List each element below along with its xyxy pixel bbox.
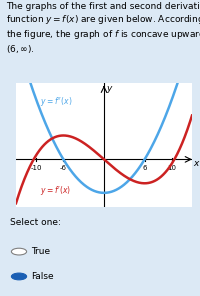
Text: $y$: $y$: [106, 84, 114, 95]
Text: $y = f'(x)$: $y = f'(x)$: [40, 184, 71, 197]
Text: $y = f''(x)$: $y = f''(x)$: [40, 95, 72, 108]
Text: 6: 6: [142, 165, 147, 171]
Text: -6: -6: [60, 165, 67, 171]
Text: Select one:: Select one:: [10, 218, 61, 227]
Text: False: False: [31, 272, 54, 281]
Text: The graphs of the first and second derivatives of a
function $y = f(x)$ are give: The graphs of the first and second deriv…: [6, 2, 200, 55]
Circle shape: [11, 248, 27, 255]
Text: 10: 10: [167, 165, 176, 171]
Circle shape: [11, 273, 27, 280]
Text: -10: -10: [31, 165, 42, 171]
Text: True: True: [31, 247, 50, 256]
Text: $x$: $x$: [193, 159, 200, 168]
